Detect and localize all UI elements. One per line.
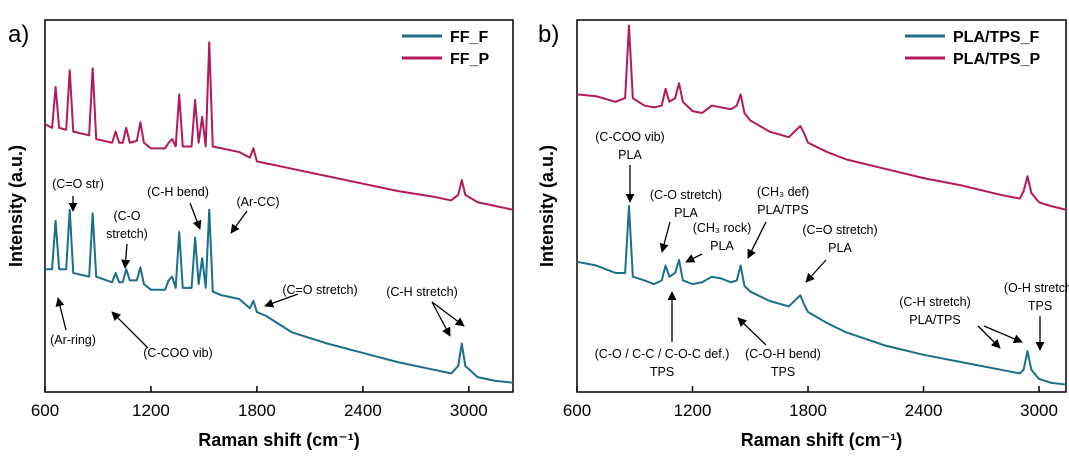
x-tick-label: 1800 [238, 401, 276, 420]
annotation: PLA [618, 148, 642, 162]
annotation: PLA/TPS [757, 203, 808, 217]
annotation: (Ar-CC) [236, 195, 279, 209]
annotation: (C=O stretch) [802, 223, 877, 237]
annotation: (C-H stretch) [386, 285, 458, 299]
annotation-arrow [659, 221, 671, 253]
x-axis-label: Raman shift (cm⁻¹) [741, 430, 903, 450]
annotation: (CH₃ rock) [693, 221, 752, 235]
annotation: (C-O stretch) [650, 188, 722, 202]
plot-frame [44, 19, 514, 393]
annotation: (C-O [113, 209, 140, 223]
annotation-arrow [431, 301, 465, 327]
annotation-arrow [111, 311, 149, 349]
annotation: TPS [650, 365, 674, 379]
annotation: TPS [1028, 299, 1052, 313]
y-axis-label: Intensity (a.u.) [6, 145, 26, 267]
annotation: (C=O str) [52, 177, 104, 191]
annotation-arrow [230, 210, 248, 234]
panel-label: a) [8, 21, 29, 48]
spectrum-line [44, 41, 514, 211]
annotation: (C-O / C-C / C-O-C def.) [595, 347, 730, 361]
annotation: stretch) [106, 227, 148, 241]
annotation: (C=O stretch) [282, 283, 357, 297]
annotation-arrow [55, 297, 67, 331]
legend-label: PLA/TPS_F [953, 29, 1039, 46]
annotation-arrow [983, 325, 1023, 344]
x-tick-label: 1200 [132, 401, 170, 420]
annotation-arrow [189, 202, 202, 230]
annotation-arrow [431, 301, 451, 337]
panel-label: b) [538, 21, 559, 48]
x-tick-label: 1200 [674, 401, 712, 420]
annotation-arrow [737, 317, 767, 346]
x-tick-label: 600 [563, 401, 591, 420]
x-axis-label: Raman shift (cm⁻¹) [198, 430, 360, 450]
x-tick-label: 2400 [905, 401, 943, 420]
annotation: (C-H bend) [147, 185, 209, 199]
annotation: (Ar-ring) [50, 333, 96, 347]
annotation: PLA [828, 241, 852, 255]
y-axis-label: Intensity (a.u.) [537, 145, 557, 267]
annotation-arrow [977, 325, 1001, 349]
annotation: (O-H stretch) [1004, 281, 1069, 295]
annotation: (CH₃ def) [757, 185, 809, 199]
annotation-arrow [264, 293, 299, 308]
annotation-arrow [805, 259, 827, 283]
x-tick-label: 600 [31, 401, 59, 420]
x-tick-label: 2400 [344, 401, 382, 420]
annotation: (C-H stretch) [899, 295, 971, 309]
annotation: (C-COO vib) [143, 346, 212, 360]
annotation: TPS [771, 365, 795, 379]
spectrum-line [45, 208, 514, 384]
annotation: (C-O-H bend) [745, 347, 821, 361]
spectrum-line [576, 205, 1067, 386]
x-tick-label: 1800 [789, 401, 827, 420]
plot-frame [576, 19, 1067, 393]
annotation: PLA [710, 239, 734, 253]
annotation: PLA [674, 206, 698, 220]
x-tick-label: 3000 [450, 401, 488, 420]
legend-label: FF_F [450, 29, 488, 46]
legend-label: PLA/TPS_P [953, 51, 1040, 68]
annotation: PLA/TPS [909, 313, 960, 327]
legend-label: FF_P [450, 51, 489, 68]
annotation-arrow [121, 243, 131, 269]
annotation-arrow [685, 253, 703, 263]
x-tick-label: 3000 [1020, 401, 1058, 420]
spectrum-line [576, 24, 1067, 211]
annotation: (C-COO vib) [595, 130, 664, 144]
annotation-arrow [747, 221, 767, 259]
